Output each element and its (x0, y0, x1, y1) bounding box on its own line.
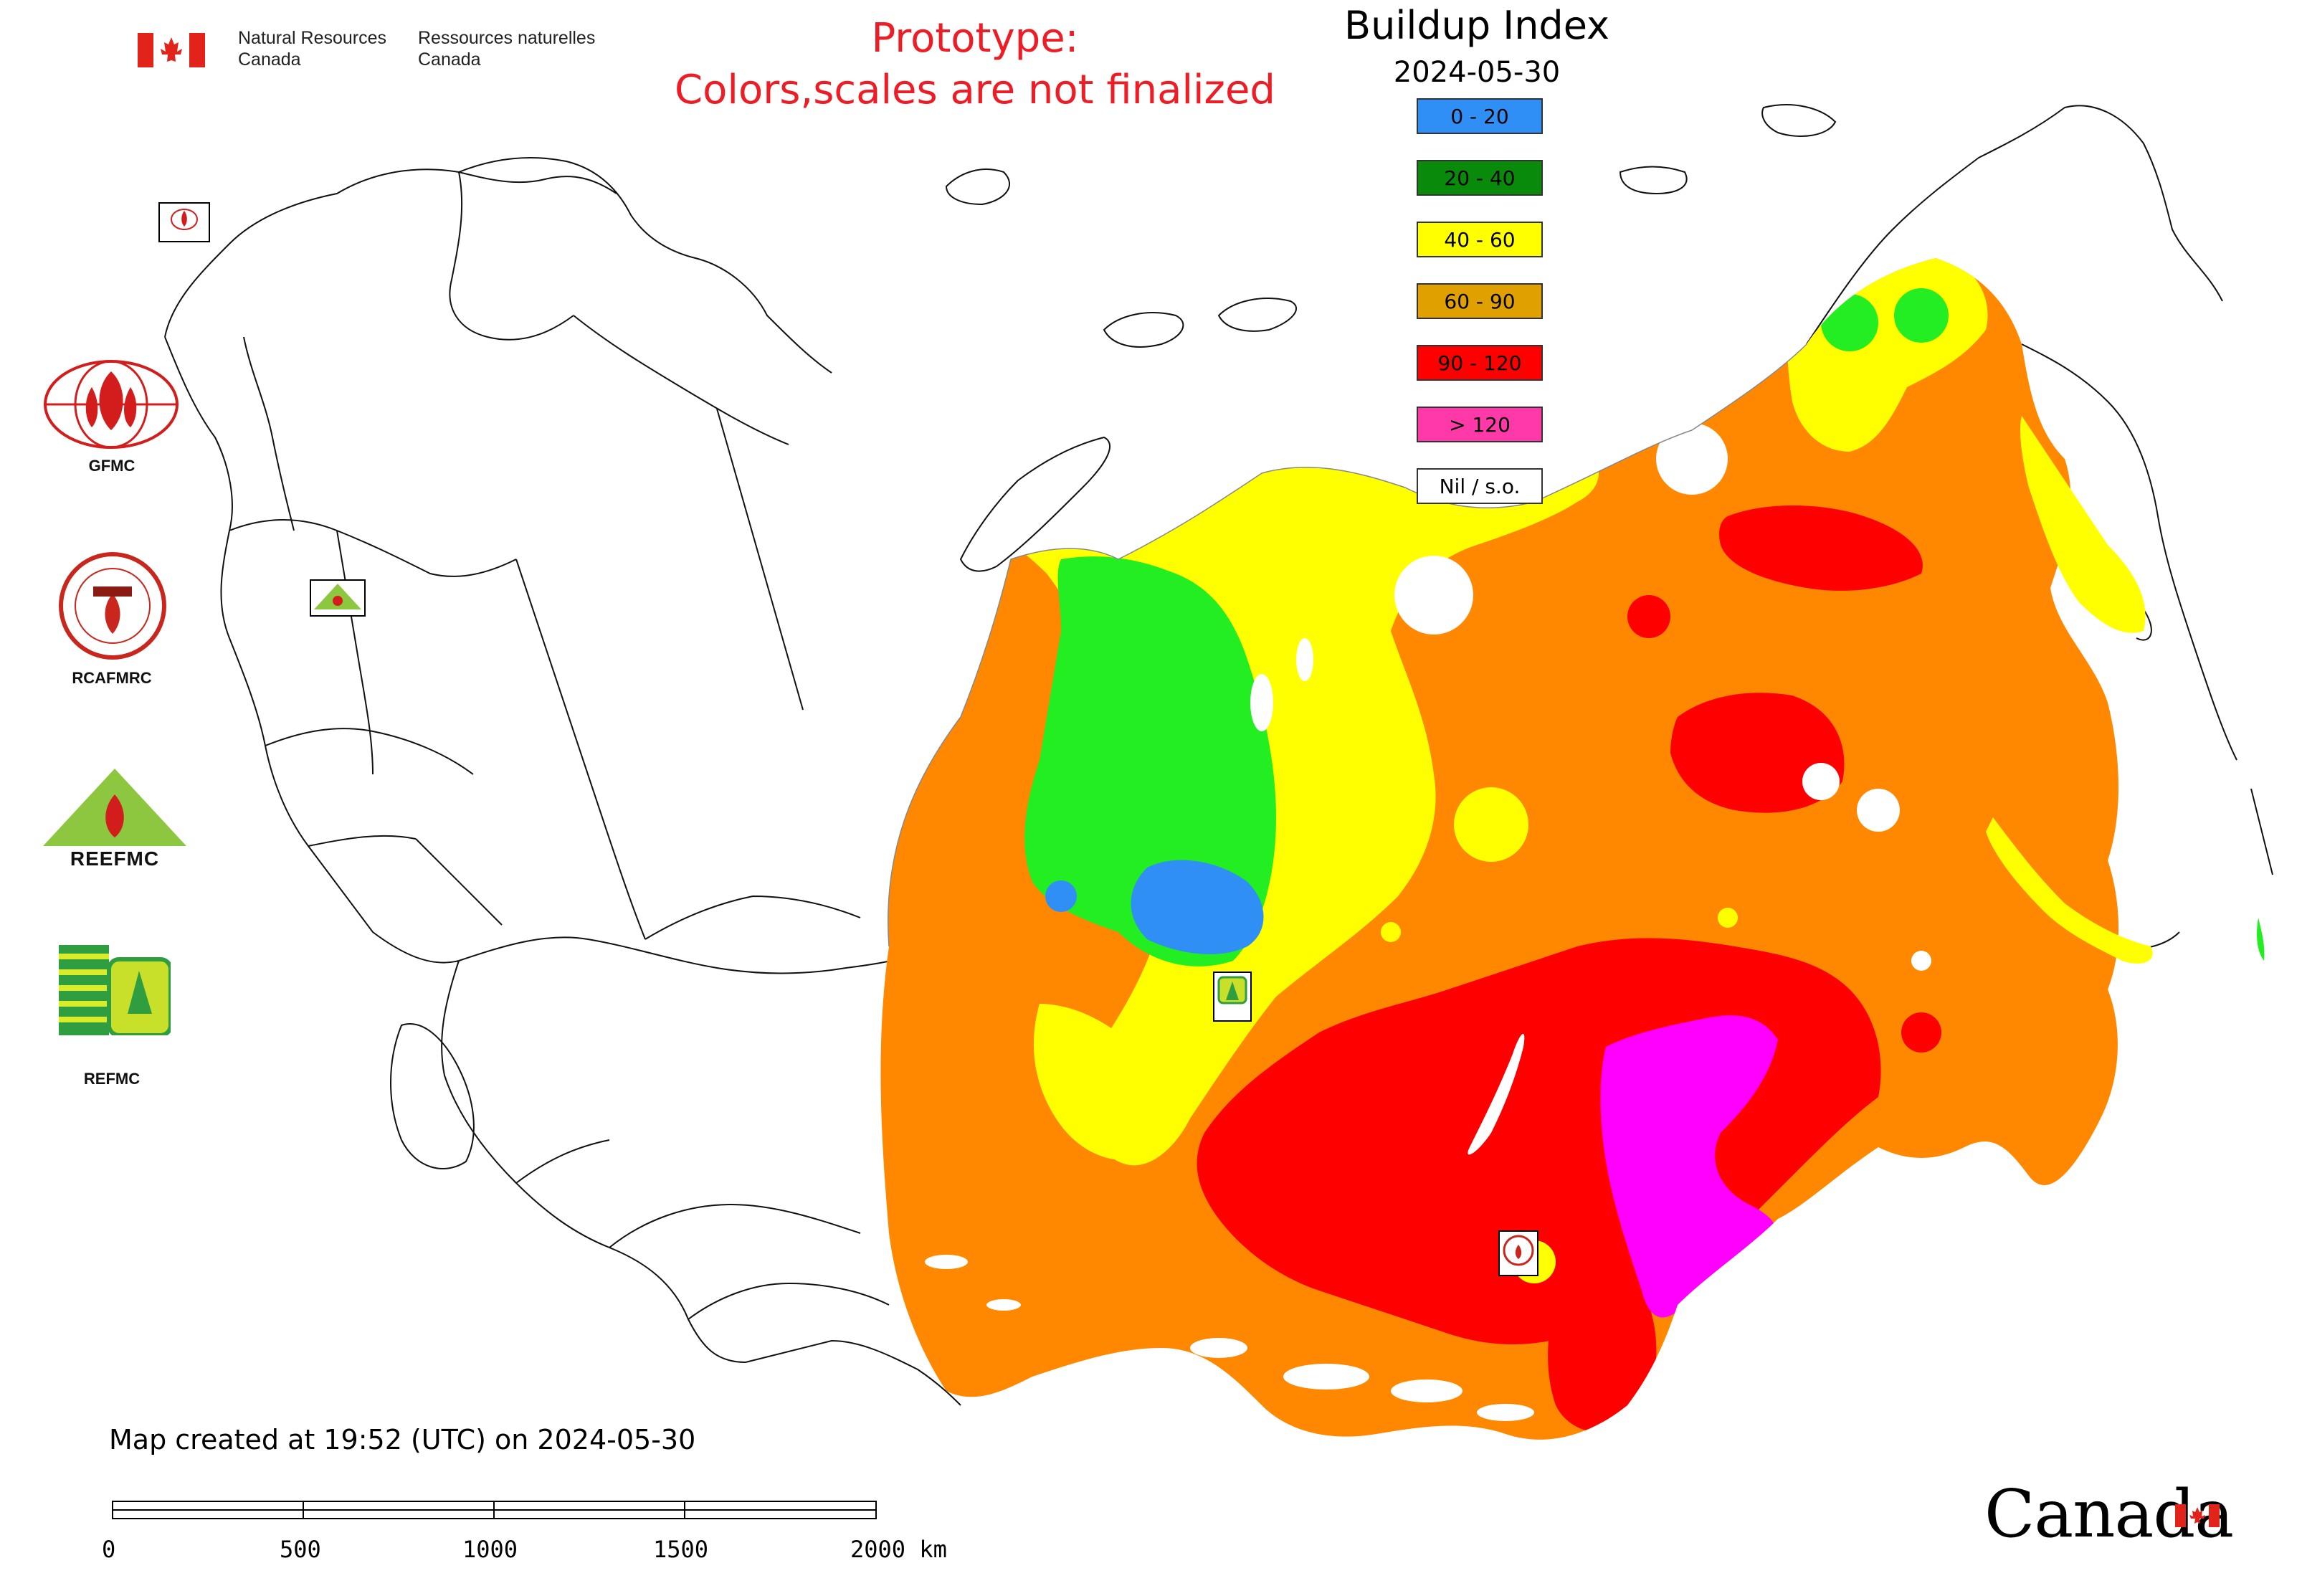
scale-tick-500: 500 (280, 1536, 321, 1563)
org-en-line1: Natural Resources (238, 28, 387, 48)
legend-title: Buildup Index (1344, 3, 1609, 48)
legend-item-label: 20 - 40 (1444, 166, 1516, 190)
nil-speckles (925, 638, 1534, 1421)
reefmc-logo (39, 766, 191, 866)
northern-coast (164, 157, 832, 374)
canada-wordmark-flag (2175, 1504, 2220, 1527)
zone-red-se (1548, 1219, 1657, 1433)
legend-item-label: 60 - 90 (1444, 289, 1516, 313)
kazakh-border-north (458, 936, 918, 974)
prototype-line1: Prototype: (871, 15, 1079, 62)
rcafmrc-map-marker (1498, 1230, 1538, 1276)
scale-tick-0: 0 (102, 1536, 116, 1563)
refmc-map-marker (1213, 972, 1252, 1022)
legend-item-label: 40 - 60 (1444, 227, 1516, 252)
buildup-region (880, 258, 2118, 1440)
zone-nil-spot1 (1394, 556, 1473, 635)
prototype-line2: Colors,scales are not finalized (675, 67, 1275, 113)
legend-item: 60 - 90 (1417, 283, 1543, 319)
zone-red-spot2 (1901, 1012, 1941, 1053)
zone-red-east (1670, 693, 1845, 813)
legend-item-label: 0 - 20 (1450, 104, 1509, 128)
zone-yellow-sw (1033, 1004, 1169, 1160)
rcafmrc-label: RCAFMRC (72, 669, 152, 687)
legend-item: > 120 (1417, 407, 1543, 442)
gfmc-map-marker (158, 202, 210, 242)
canada-flag (138, 33, 205, 67)
scale-tick-1000: 1000 (462, 1536, 518, 1563)
reefmc-map-marker (310, 579, 366, 617)
org-name-en: Natural Resources Canada (238, 27, 386, 70)
gfmc-logo (42, 358, 181, 450)
legend-item-label: Nil / s.o. (1439, 474, 1521, 498)
org-fr-line2: Canada (418, 49, 481, 70)
org-name-fr: Ressources naturelles Canada (418, 27, 595, 70)
zone-magenta (1600, 1015, 1778, 1318)
gfmc-label: GFMC (88, 457, 135, 475)
legend-item-label: 90 - 120 (1437, 351, 1522, 375)
rcafmrc-logo (57, 551, 168, 662)
scale-tick-2000-km: 2000 km (850, 1536, 947, 1563)
zone-blue (1131, 860, 1264, 954)
zone-yellow-sakhalin (1986, 817, 2153, 964)
zone-red-spot1 (1627, 595, 1670, 638)
reefmc-wordmark: REEFMC (70, 847, 160, 870)
scale-tick-1500: 1500 (653, 1536, 709, 1563)
zone-green (1024, 556, 1276, 966)
zone-red-north (1719, 505, 1923, 591)
zone-blue-dot (1045, 880, 1077, 912)
legend-item-label: > 120 (1449, 412, 1511, 437)
prototype-notice: Prototype: Colors,scales are not finaliz… (645, 13, 1305, 116)
legend-item: 20 - 40 (1417, 160, 1543, 196)
legend-item: 90 - 120 (1417, 345, 1543, 381)
refmc-label: REFMC (83, 1070, 141, 1088)
canada-wordmark: Canada (1984, 1476, 2234, 1552)
zone-yellow-kamchatka (2020, 416, 2146, 633)
map-created-timestamp: Map created at 19:52 (UTC) on 2024-05-30 (109, 1424, 696, 1455)
legend-date: 2024-05-30 (1393, 56, 1561, 89)
country-outlines (164, 104, 2273, 1406)
org-en-line2: Canada (238, 49, 301, 70)
legend-item: 40 - 60 (1417, 222, 1543, 257)
scale-bar (112, 1501, 877, 1519)
zone-green-chukotka (1821, 294, 1878, 351)
lake-baikal (1468, 1033, 1525, 1155)
org-fr-line1: Ressources naturelles (418, 28, 596, 48)
legend-item: Nil / s.o. (1417, 468, 1543, 504)
legend-item: 0 - 20 (1417, 98, 1543, 134)
refmc-logo (59, 945, 173, 1037)
